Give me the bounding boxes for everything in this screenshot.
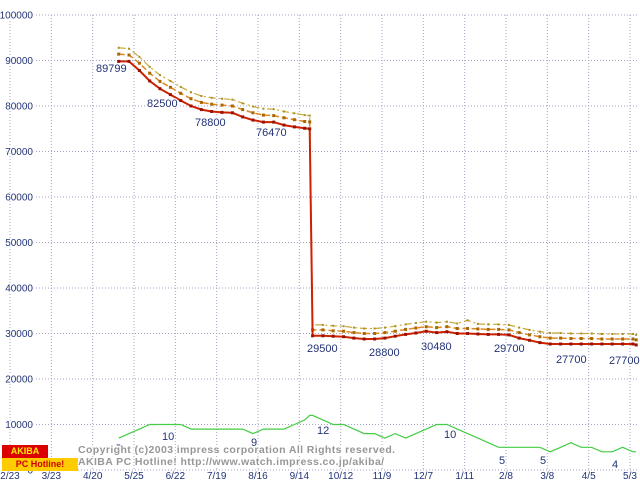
svg-text:2/8: 2/8 <box>499 471 513 480</box>
svg-text:4/20: 4/20 <box>83 471 103 480</box>
svg-text:30480: 30480 <box>421 341 452 353</box>
svg-text:80000: 80000 <box>5 102 33 113</box>
svg-text:11/9: 11/9 <box>373 471 392 480</box>
svg-text:10/12: 10/12 <box>328 471 353 480</box>
svg-text:10: 10 <box>444 429 456 441</box>
svg-text:5/25: 5/25 <box>124 471 144 480</box>
svg-text:9/14: 9/14 <box>290 471 310 480</box>
akiba-logo-bottom: PC Hotline! <box>2 458 78 471</box>
svg-text:89799: 89799 <box>96 63 127 75</box>
svg-text:60000: 60000 <box>5 193 33 204</box>
svg-text:82500: 82500 <box>147 98 178 110</box>
svg-text:4: 4 <box>612 459 618 471</box>
svg-text:10: 10 <box>162 431 174 443</box>
svg-text:9: 9 <box>251 437 257 449</box>
akiba-logo: AKIBA PC Hotline! <box>2 445 78 471</box>
svg-text:5/3: 5/3 <box>623 471 637 480</box>
svg-text:2/23: 2/23 <box>0 471 20 480</box>
svg-text:12/7: 12/7 <box>414 471 434 480</box>
svg-text:20000: 20000 <box>5 375 33 386</box>
svg-text:29500: 29500 <box>307 343 338 355</box>
copyright-notice: Copyright (c)2003 impress corporation Al… <box>78 444 395 468</box>
svg-text:30000: 30000 <box>5 329 33 340</box>
svg-text:3/8: 3/8 <box>540 471 554 480</box>
svg-text:90000: 90000 <box>5 56 33 67</box>
svg-text:28800: 28800 <box>369 347 400 359</box>
svg-text:100000: 100000 <box>0 11 33 22</box>
svg-text:3/23: 3/23 <box>42 471 62 480</box>
svg-text:27700: 27700 <box>556 354 587 366</box>
svg-text:7: 7 <box>116 443 122 455</box>
svg-text:10000: 10000 <box>5 420 33 431</box>
svg-text:40000: 40000 <box>5 284 33 295</box>
svg-text:6/22: 6/22 <box>166 471 186 480</box>
svg-text:12: 12 <box>317 425 329 437</box>
svg-text:29700: 29700 <box>494 343 525 355</box>
svg-text:1/11: 1/11 <box>455 471 474 480</box>
svg-text:78800: 78800 <box>195 117 226 129</box>
svg-text:5: 5 <box>499 455 505 467</box>
svg-text:70000: 70000 <box>5 147 33 158</box>
svg-text:7/19: 7/19 <box>207 471 227 480</box>
copyright-line2: AKIBA PC Hotline! http://www.watch.impre… <box>78 456 385 468</box>
copyright-line1: Copyright (c)2003 impress corporation Al… <box>78 444 396 456</box>
svg-text:8/16: 8/16 <box>248 471 268 480</box>
akiba-logo-top: AKIBA <box>2 445 48 458</box>
svg-text:76470: 76470 <box>256 127 287 139</box>
svg-text:4/5: 4/5 <box>582 471 596 480</box>
svg-text:0: 0 <box>27 466 33 477</box>
svg-text:50000: 50000 <box>5 238 33 249</box>
svg-text:5: 5 <box>540 455 546 467</box>
svg-text:27700: 27700 <box>609 355 640 367</box>
